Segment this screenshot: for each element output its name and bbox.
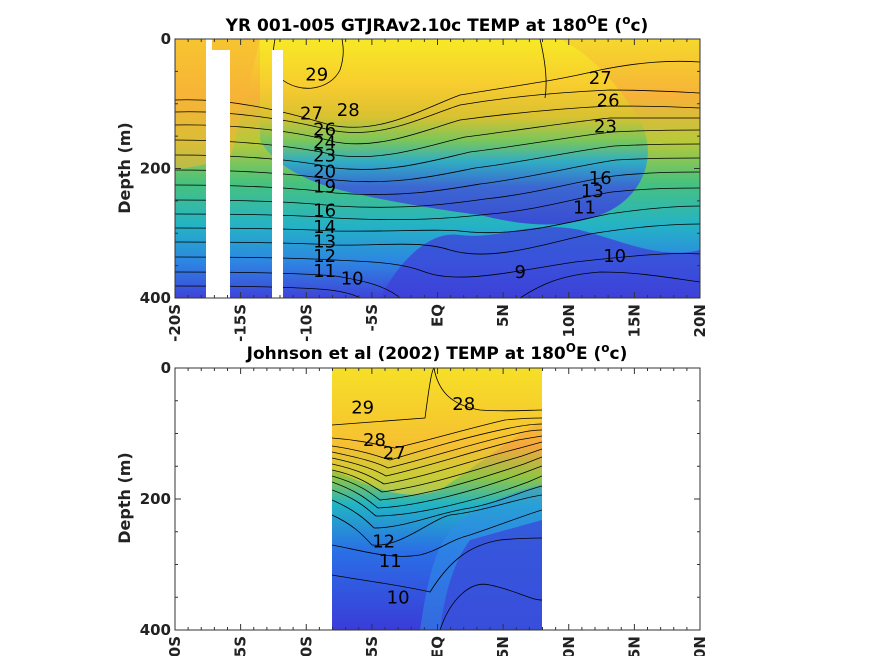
contour-label: 11 bbox=[313, 261, 336, 282]
panel-1-y-ticklabels: 0 200 400 bbox=[140, 30, 171, 307]
contour-label: 10 bbox=[387, 587, 410, 608]
contour-label: 12 bbox=[313, 246, 336, 267]
x-tick-label: -15S bbox=[232, 636, 250, 656]
x-tick-label: -20S bbox=[166, 304, 184, 342]
x-tick-label: 10N bbox=[560, 636, 578, 656]
panel-2-y-ticklabels: 0 200 400 bbox=[140, 359, 171, 639]
y-tick-label: 0 bbox=[161, 359, 171, 377]
contour-label: 16 bbox=[313, 201, 336, 222]
x-tick-label: EQ bbox=[429, 304, 447, 327]
x-tick-label: 20N bbox=[691, 636, 709, 656]
panel-2-contours bbox=[332, 368, 542, 630]
contour-label: 26 bbox=[597, 91, 620, 112]
x-tick-label: 5N bbox=[494, 304, 512, 327]
contour-label: 27 bbox=[300, 103, 323, 124]
panel-2-title: Johnson et al (2002) TEMP at 180OE (oc) bbox=[246, 341, 628, 364]
x-tick-label: -5S bbox=[363, 304, 381, 331]
panel-1-x-ticklabels: -20S -15S -10S -5S EQ 5N 10N 15N 20N bbox=[166, 304, 709, 342]
panel-2-ticks bbox=[174, 367, 701, 631]
contour-label: 13 bbox=[313, 232, 336, 253]
panel-1-heatmap bbox=[175, 39, 700, 298]
panel-2: Johnson et al (2002) TEMP at 180OE (oc) bbox=[115, 341, 709, 656]
contour-label: 26 bbox=[313, 120, 336, 141]
contour-label: 13 bbox=[581, 181, 604, 202]
x-tick-label: -15S bbox=[232, 304, 250, 342]
contour-label: 28 bbox=[363, 430, 386, 451]
panel-1-title: YR 001-005 GTJRAv2.10c TEMP at 180OE (oc… bbox=[225, 13, 649, 36]
x-tick-label: -20S bbox=[166, 636, 184, 656]
x-tick-label: -10S bbox=[297, 636, 315, 656]
panel-1-ticks bbox=[174, 38, 701, 299]
panel-2-heatmap bbox=[332, 368, 542, 630]
contour-label: 10 bbox=[603, 246, 626, 267]
contour-label: 28 bbox=[337, 100, 360, 121]
panel-1: YR 001-005 GTJRAv2.10c TEMP at 180OE (oc… bbox=[115, 13, 709, 342]
contour-label: 12 bbox=[372, 532, 395, 553]
x-tick-label: 5N bbox=[494, 636, 512, 656]
contour-label: 19 bbox=[313, 177, 336, 198]
panel-2-ylabel: Depth (m) bbox=[115, 452, 134, 544]
contour-label: 27 bbox=[383, 443, 406, 464]
contour-label: 20 bbox=[313, 162, 336, 183]
masked-column bbox=[212, 50, 230, 298]
x-tick-label: 15N bbox=[625, 636, 643, 656]
masked-column bbox=[206, 39, 212, 298]
x-tick-label: -5S bbox=[363, 636, 381, 656]
y-tick-label: 200 bbox=[140, 490, 171, 508]
contour-label: 11 bbox=[379, 551, 402, 572]
contour-label: 24 bbox=[313, 133, 336, 154]
x-tick-label: -10S bbox=[297, 304, 315, 342]
y-tick-label: 0 bbox=[161, 30, 171, 48]
y-tick-label: 400 bbox=[140, 621, 171, 639]
contour-label: 10 bbox=[341, 269, 364, 290]
contour-label: 9 bbox=[514, 262, 525, 283]
contour-label: 23 bbox=[313, 146, 336, 167]
y-tick-label: 200 bbox=[140, 160, 171, 178]
x-tick-label: 15N bbox=[625, 304, 643, 337]
x-tick-label: 20N bbox=[691, 304, 709, 337]
masked-column bbox=[272, 50, 283, 298]
panel-1-ylabel: Depth (m) bbox=[115, 122, 134, 214]
y-tick-label: 400 bbox=[140, 289, 171, 307]
contour-label: 14 bbox=[313, 217, 336, 238]
contour-label: 29 bbox=[351, 397, 374, 418]
contour-label: 27 bbox=[589, 68, 612, 89]
panel-2-x-ticklabels: -20S -15S -10S -5S EQ 5N 10N 15N 20N bbox=[166, 636, 709, 656]
contour-label: 16 bbox=[589, 168, 612, 189]
contour-label: 23 bbox=[594, 116, 617, 137]
contour-label: 28 bbox=[452, 394, 475, 415]
contour-label: 29 bbox=[305, 65, 328, 86]
contour-label: 11 bbox=[573, 197, 596, 218]
x-tick-label: EQ bbox=[429, 636, 447, 656]
x-tick-label: 10N bbox=[560, 304, 578, 337]
